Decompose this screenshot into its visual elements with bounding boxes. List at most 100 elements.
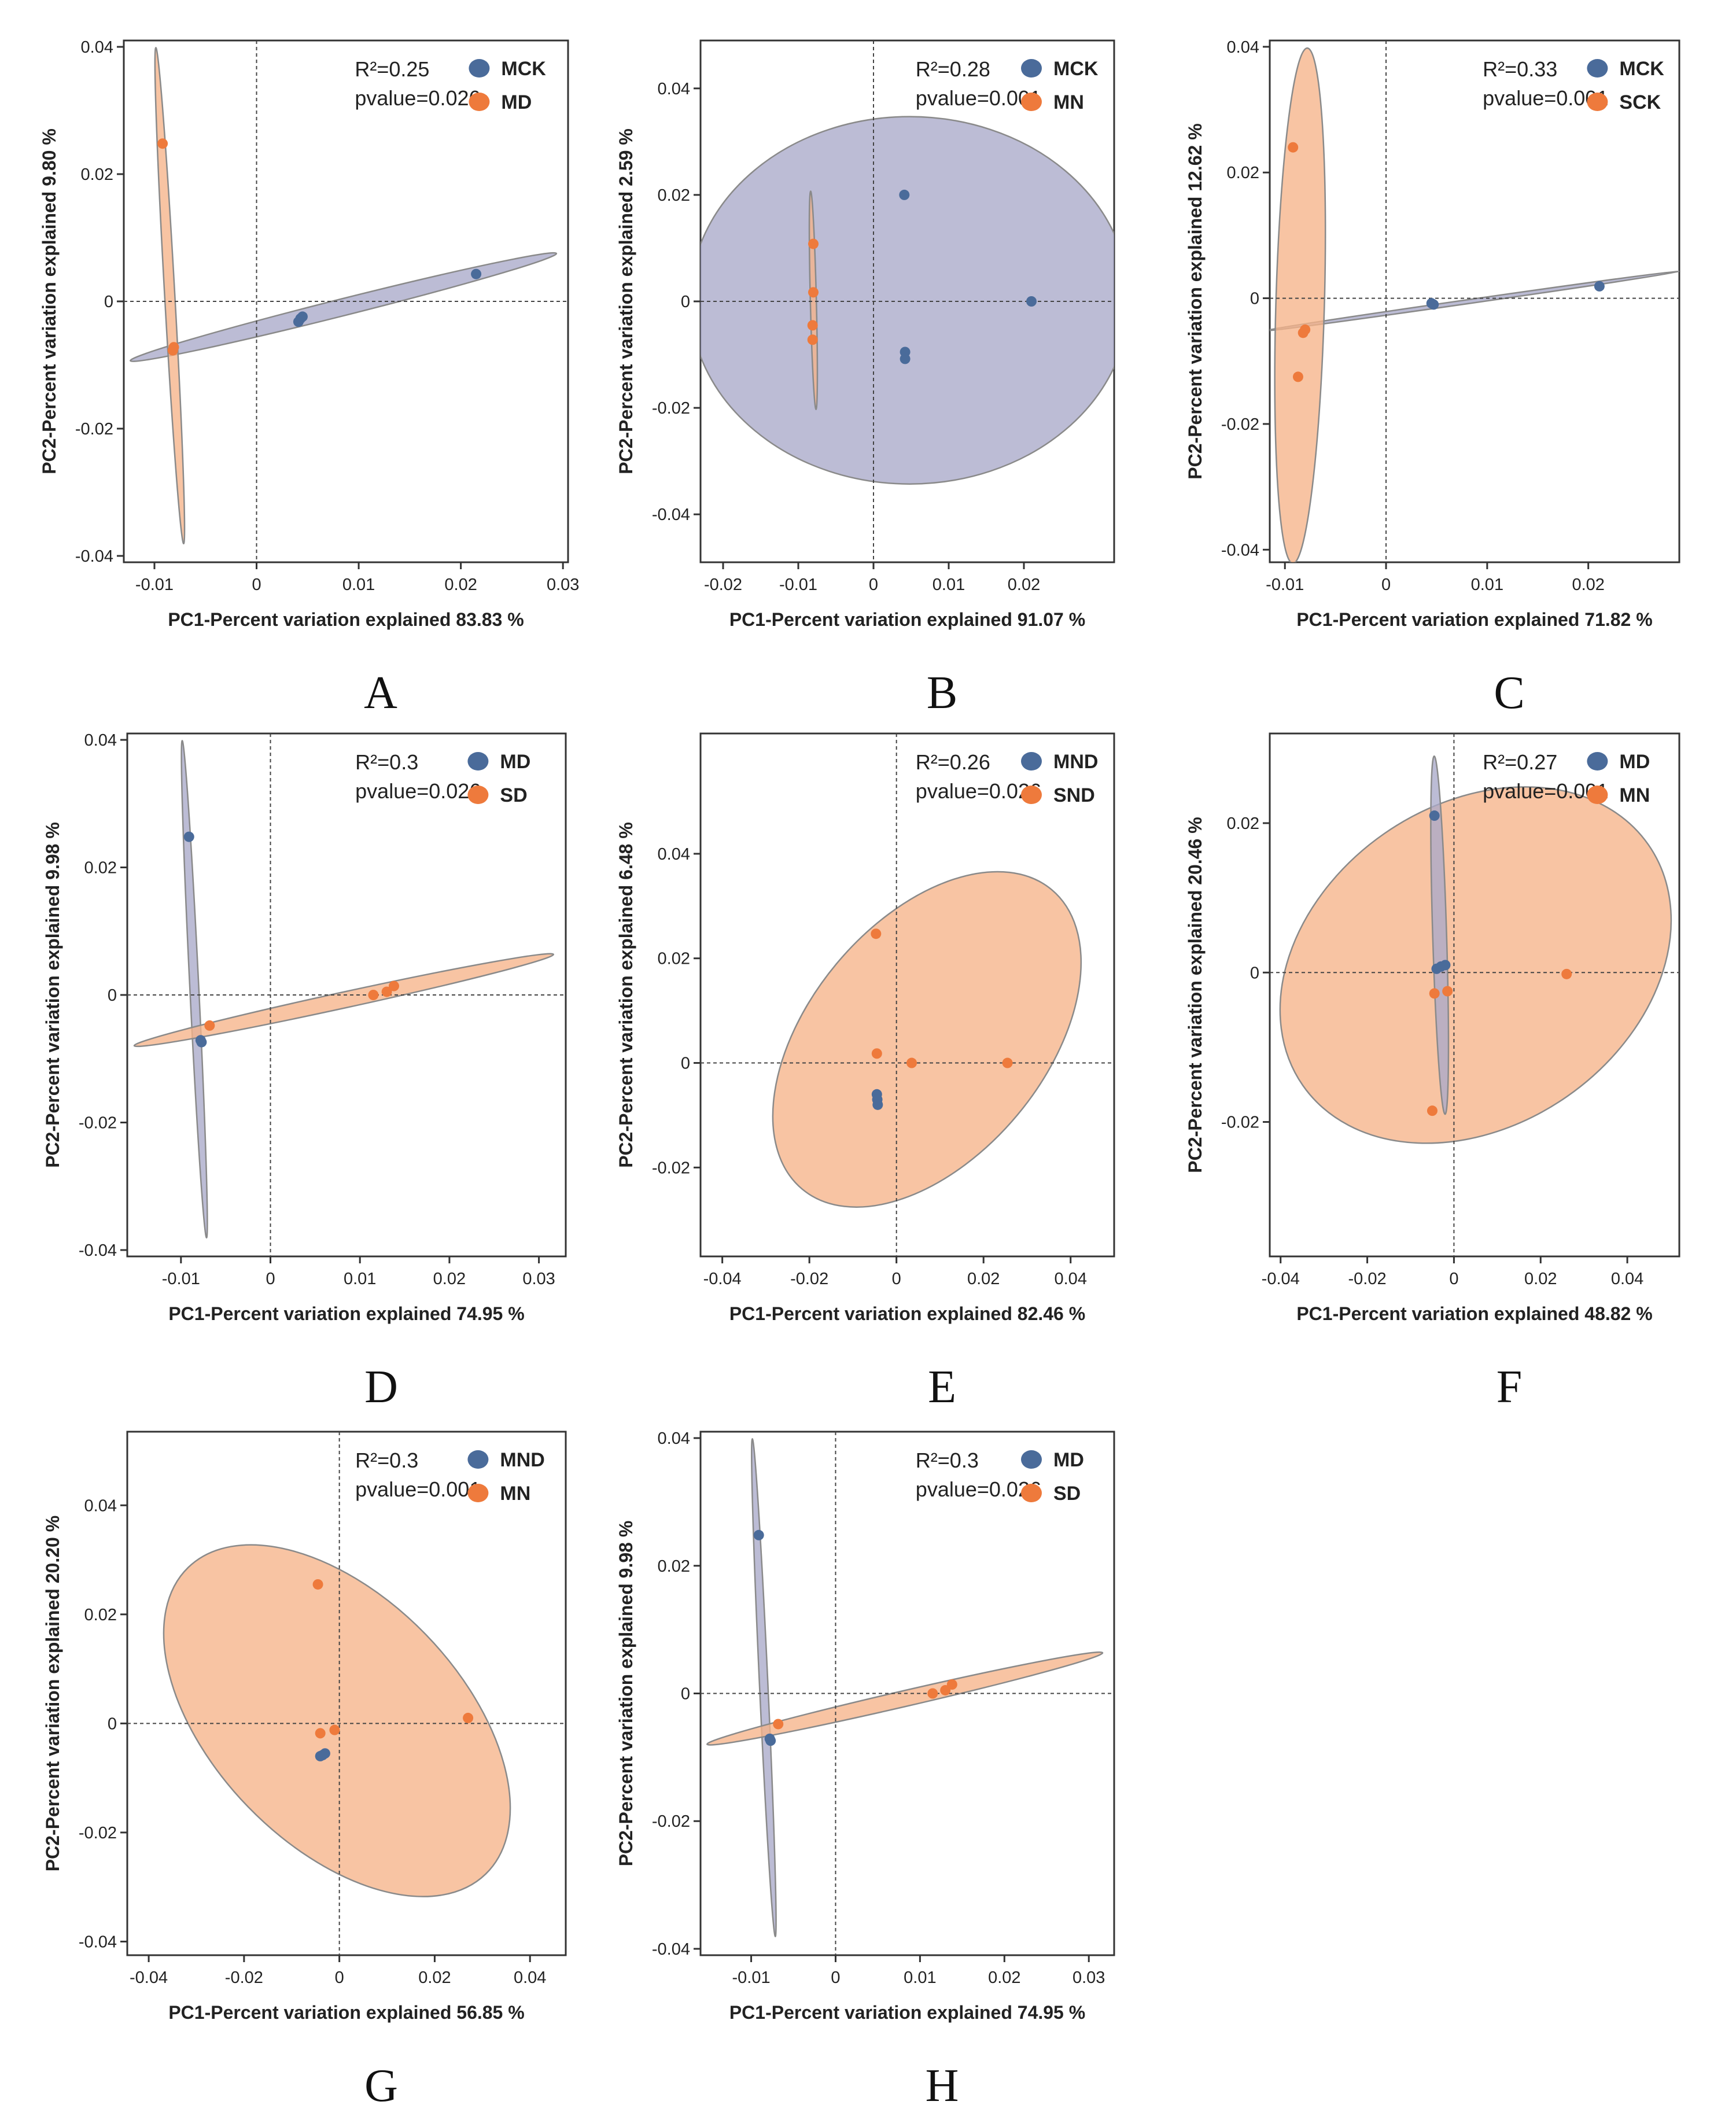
legend-marker-mn	[1587, 786, 1608, 804]
panel-a: -0.01 0 0.01 0.02 0.03 -0.04 -0.02 0 0.02 0.04 PC1…	[39, 38, 579, 718]
data-point-sck	[1288, 142, 1299, 153]
y-tick-label: 0.02	[658, 186, 690, 205]
x-tick-label: 0	[869, 576, 878, 594]
x-tick-label: 0.02	[1572, 576, 1604, 594]
y-tick-label: 0.02	[1227, 814, 1259, 833]
y-axis-label: PC2-Percent variation explained 20.20 %	[42, 1516, 63, 1871]
r-squared-text: R²=0.3	[355, 1448, 418, 1472]
y-axis-label: PC2-Percent variation explained 9.98 %	[615, 1521, 636, 1867]
r-squared-text: R²=0.3	[355, 750, 418, 774]
confidence-ellipse-sd	[133, 953, 555, 1048]
x-axis-label: PC1-Percent variation explained 56.85 %	[168, 2002, 524, 2023]
r-squared-text: R²=0.3	[916, 1448, 979, 1472]
x-tick-label: -0.04	[1262, 1270, 1300, 1288]
y-axis-label: PC2-Percent variation explained 9.80 %	[39, 128, 60, 474]
x-tick-label: 0.04	[514, 1969, 546, 1987]
y-axis-label: PC2-Percent variation explained 6.48 %	[615, 822, 636, 1168]
y-tick-label: 0	[108, 986, 117, 1005]
data-point-snd	[871, 1048, 882, 1059]
y-tick-label: 0	[1250, 290, 1259, 308]
legend-marker-mnd	[467, 1450, 489, 1469]
legend-label-mn: MN	[1053, 91, 1084, 113]
legend-label-md: MD	[1619, 751, 1650, 773]
y-tick-label: -0.04	[1221, 541, 1259, 559]
pvalue-text: pvalue=0.026	[916, 1477, 1041, 1501]
y-tick-label: -0.04	[75, 547, 113, 566]
legend-marker-md	[467, 752, 489, 771]
data-point-sd	[381, 986, 392, 997]
confidence-ellipse-sd	[706, 1651, 1104, 1746]
y-tick-label: -0.04	[79, 1241, 117, 1260]
legend-label-md: MD	[1053, 1449, 1084, 1471]
x-tick-label: 0	[1381, 576, 1391, 594]
x-tick-label: 0.02	[967, 1270, 1000, 1288]
confidence-ellipse-mck	[130, 252, 558, 362]
legend-marker-sck	[1587, 93, 1608, 111]
r-squared-text: R²=0.26	[916, 750, 990, 774]
data-point-mck	[297, 311, 308, 322]
x-tick-label: 0.01	[342, 576, 375, 594]
y-tick-label: 0	[104, 293, 113, 311]
data-point-mck	[900, 353, 911, 364]
y-tick-label: 0.02	[658, 1557, 690, 1576]
x-tick-label: 0.01	[932, 576, 965, 594]
data-point-md	[1440, 960, 1451, 971]
confidence-ellipse-mn	[163, 1544, 511, 1897]
data-point-mnd	[319, 1748, 330, 1759]
x-tick-label: 0.02	[444, 576, 477, 594]
pvalue-text: pvalue=0.026	[355, 779, 481, 803]
y-tick-label: -0.02	[75, 420, 113, 438]
confidence-ellipse-md	[1430, 755, 1450, 1115]
confidence-ellipses	[1270, 47, 1679, 562]
data-point-mck	[1594, 281, 1605, 292]
legend-marker-md	[1587, 752, 1608, 771]
y-tick-label: -0.02	[652, 399, 690, 418]
panel-letter: C	[1494, 668, 1524, 718]
x-tick-label: 0.03	[522, 1270, 555, 1288]
panel-letter: E	[928, 1362, 956, 1413]
x-tick-label: -0.04	[703, 1270, 742, 1288]
legend-label-mck: MCK	[501, 58, 546, 80]
data-point-mn	[807, 334, 818, 345]
x-axis-label: PC1-Percent variation explained 91.07 %	[729, 609, 1085, 630]
data-point-snd	[1002, 1057, 1013, 1068]
data-point-mnd	[872, 1099, 883, 1110]
x-tick-label: -0.01	[1266, 576, 1304, 594]
data-point-mn	[329, 1724, 340, 1735]
y-tick-label: 0.04	[1227, 38, 1259, 57]
x-tick-label: 0	[892, 1270, 901, 1288]
legend-label-sd: SD	[500, 784, 527, 806]
y-tick-label: -0.02	[652, 1812, 690, 1831]
legend-marker-sd	[467, 786, 489, 804]
confidence-ellipses	[130, 47, 558, 545]
confidence-ellipses	[772, 871, 1082, 1208]
x-tick-label: 0	[266, 1270, 275, 1288]
y-tick-label: -0.04	[652, 1940, 690, 1959]
data-point-sd	[388, 980, 399, 991]
x-axis-label: PC1-Percent variation explained 74.95 %	[729, 2002, 1085, 2023]
panel-letter: F	[1497, 1362, 1523, 1413]
x-tick-label: 0.02	[1008, 576, 1040, 594]
x-tick-label: -0.02	[1348, 1270, 1387, 1288]
x-tick-label: -0.01	[135, 576, 174, 594]
data-point-mck	[1428, 299, 1439, 310]
panel-c: -0.01 0 0.01 0.02 -0.04 -0.02 0 0.02 0.04 PC1-Per…	[1185, 38, 1680, 718]
data-point-md	[753, 1529, 764, 1540]
y-tick-label: -0.04	[652, 506, 690, 524]
data-point-mn	[1427, 1105, 1438, 1116]
legend-label-mck: MCK	[1619, 58, 1664, 80]
confidence-ellipses	[701, 116, 1114, 485]
pvalue-text: pvalue=0.001	[1483, 779, 1608, 803]
legend-marker-mn	[467, 1484, 489, 1502]
y-tick-label: -0.02	[79, 1114, 117, 1132]
y-tick-label: -0.02	[652, 1159, 690, 1177]
confidence-ellipse-snd	[772, 871, 1082, 1208]
confidence-ellipse-sck	[1274, 47, 1326, 562]
y-tick-label: 0	[681, 1055, 690, 1073]
x-tick-label: 0.01	[904, 1969, 936, 1987]
legend-marker-md	[1021, 1450, 1042, 1469]
legend-marker-sd	[1021, 1484, 1042, 1502]
x-tick-label: -0.02	[704, 576, 742, 594]
data-point-md	[1429, 810, 1440, 821]
legend-marker-mck	[1587, 59, 1608, 78]
